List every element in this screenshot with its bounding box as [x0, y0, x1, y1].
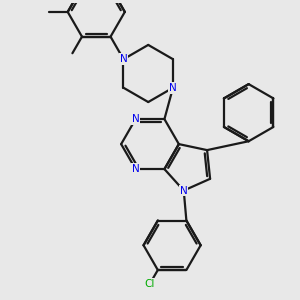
Text: N: N: [169, 83, 177, 93]
Text: N: N: [132, 164, 140, 174]
Text: N: N: [180, 185, 188, 196]
Text: Cl: Cl: [145, 279, 155, 289]
Text: N: N: [132, 114, 140, 124]
Text: N: N: [120, 54, 128, 64]
